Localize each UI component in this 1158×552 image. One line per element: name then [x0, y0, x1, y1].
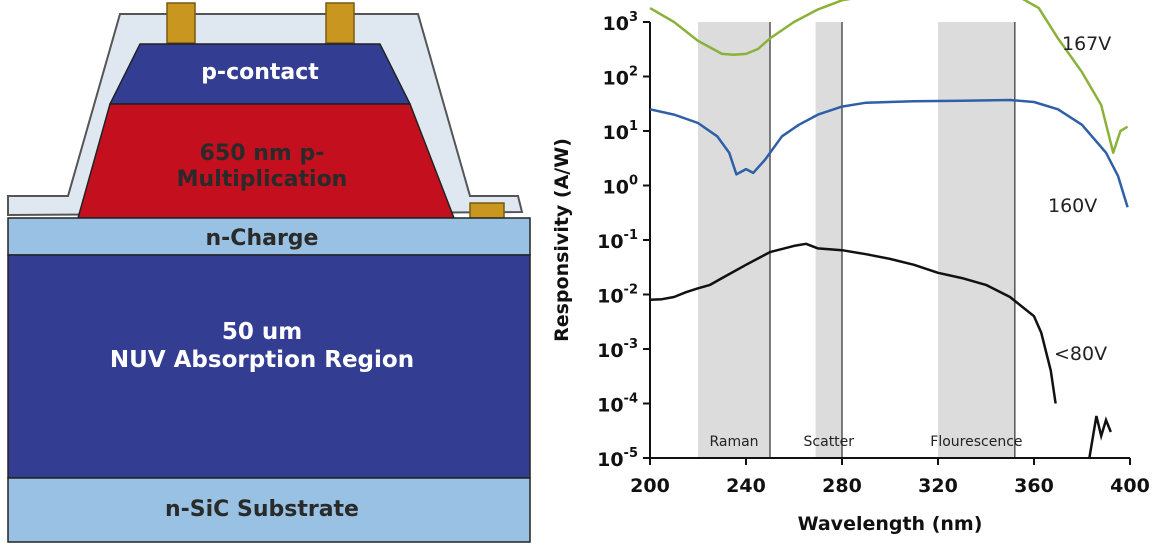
chart-series — [649, 0, 1129, 460]
band-label-scatter: Scatter — [804, 434, 855, 450]
multiplication-label-line2: Multiplication — [177, 167, 348, 192]
series-label-2: <80V — [1054, 343, 1107, 365]
x-tick-label: 240 — [726, 475, 766, 497]
series-label-1: 160V — [1048, 195, 1097, 217]
chart-labels: Raman Scatter Flourescence 200 240 280 320 360 4… — [551, 10, 1150, 535]
p-contact-label: p-contact — [201, 60, 319, 85]
absorption-label-line2: NUV Absorption Region — [110, 347, 414, 373]
series-line-0 — [649, 0, 1129, 154]
series-label-0: 167V — [1062, 33, 1111, 55]
band-label-raman: Raman — [709, 434, 758, 450]
x-tick-label: 200 — [630, 475, 670, 497]
absorption-region — [7, 254, 531, 479]
band-scatter — [815, 22, 842, 458]
y-tick-label: 101 — [603, 119, 639, 144]
band-label-flourescence: Flourescence — [930, 434, 1022, 450]
top-contact-pad-right — [325, 2, 355, 44]
x-tick-label: 360 — [1014, 475, 1054, 497]
y-tick-label: 10-1 — [597, 228, 638, 253]
top-contact-pad-left — [166, 2, 196, 44]
y-tick-label: 100 — [603, 174, 639, 199]
y-tick-label: 10-3 — [597, 337, 638, 362]
x-tick-label: 400 — [1110, 475, 1150, 497]
band-raman — [698, 22, 770, 458]
substrate-label: n-SiC Substrate — [165, 497, 359, 522]
series-line-2 — [649, 242, 1057, 404]
y-tick-label: 10-5 — [597, 446, 638, 471]
highlight-bands — [698, 22, 1016, 458]
y-tick-label: 10-4 — [597, 392, 638, 417]
x-tick-label: 320 — [918, 475, 958, 497]
substrate-layer — [7, 477, 531, 543]
series-line-1 — [649, 98, 1129, 208]
x-axis-title: Wavelength (nm) — [798, 513, 983, 535]
band-flourescence — [938, 22, 1015, 458]
y-tick-label: 103 — [603, 10, 639, 35]
x-tick-label: 280 — [822, 475, 862, 497]
multiplication-label-line1: 650 nm p- — [200, 141, 325, 166]
y-tick-label: 102 — [603, 65, 639, 90]
absorption-label-line1: 50 um — [222, 319, 302, 345]
device-cross-section: p-contact 650 nm p- Multiplication n-Cha… — [7, 2, 531, 543]
n-charge-label: n-Charge — [206, 226, 319, 251]
n-charge-layer — [7, 217, 531, 256]
responsivity-chart: Raman Scatter Flourescence 200 240 280 320 360 4… — [551, 0, 1150, 535]
y-axis-title: Responsivity (A/W) — [551, 138, 573, 342]
noise-trace — [1087, 415, 1112, 460]
chart-axes — [643, 21, 1131, 465]
n-contact-pad — [469, 202, 505, 220]
y-tick-label: 10-2 — [597, 283, 638, 308]
